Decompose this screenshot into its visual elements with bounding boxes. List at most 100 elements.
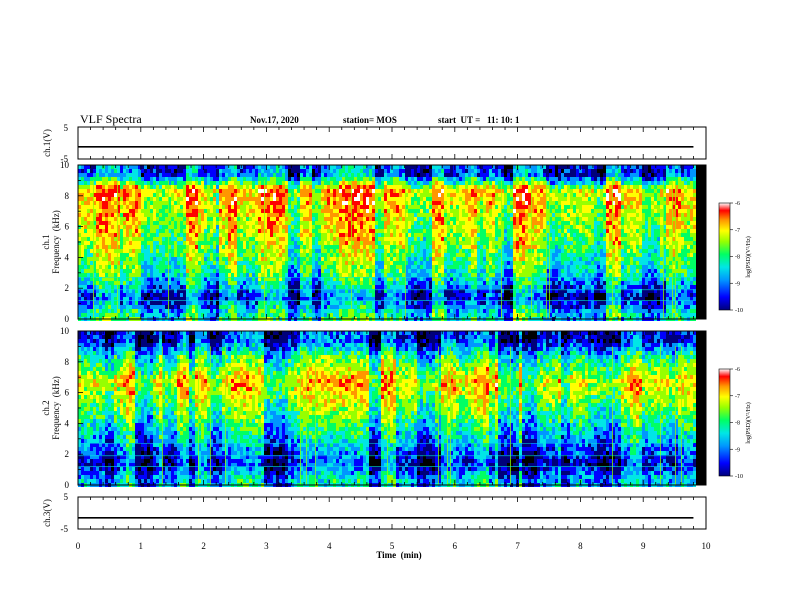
spectrogram-cell xyxy=(138,213,141,217)
spectrogram-cell xyxy=(405,241,408,245)
spectrogram-cell xyxy=(207,209,210,213)
spectrogram-cell xyxy=(222,177,225,181)
spectrogram-cell xyxy=(315,201,318,205)
spectrogram-cell xyxy=(318,249,321,253)
spectrogram-cell xyxy=(231,169,234,173)
spectrogram-cell xyxy=(348,261,351,265)
spectrogram-cell xyxy=(324,209,327,213)
spectrogram-cell xyxy=(219,253,222,257)
spectrogram-cell xyxy=(399,221,402,225)
spectrogram-cell xyxy=(93,253,96,257)
spectrogram-cell xyxy=(276,181,279,185)
spectrogram-cell xyxy=(324,297,327,301)
spectrogram-cell xyxy=(222,221,225,225)
spectrogram-cell xyxy=(264,201,267,205)
spectrogram-cell xyxy=(423,277,426,281)
spectrogram-cell xyxy=(204,201,207,205)
spectrogram-cell xyxy=(333,249,336,253)
spectrogram-cell xyxy=(345,273,348,277)
spectrogram-cell xyxy=(399,277,402,281)
spectrogram-cell xyxy=(189,289,192,293)
spectrogram-cell xyxy=(411,241,414,245)
spectrogram-cell xyxy=(111,185,114,189)
spectrogram-cell xyxy=(378,241,381,245)
spectrogram-cell xyxy=(435,209,438,213)
spectrogram-cell xyxy=(411,221,414,225)
spectrogram-cell xyxy=(261,185,264,189)
spectrogram-cell xyxy=(333,253,336,257)
spectrogram-cell xyxy=(213,193,216,197)
spectrogram-cell xyxy=(147,169,150,173)
spectrogram-cell xyxy=(156,233,159,237)
spectrogram-cell xyxy=(144,293,147,297)
spectrogram-cell xyxy=(402,285,405,289)
spectrogram-cell xyxy=(366,253,369,257)
spectrogram-cell xyxy=(207,217,210,221)
spectrogram-cell xyxy=(243,309,246,313)
spectrogram-cell xyxy=(363,201,366,205)
spectrogram-cell xyxy=(264,257,267,261)
spectrogram-cell xyxy=(216,261,219,265)
spectrogram-cell xyxy=(270,297,273,301)
spectrogram-cell xyxy=(108,281,111,285)
spectrogram-cell xyxy=(315,313,318,317)
spectrogram-cell xyxy=(315,233,318,237)
spectrogram-cell xyxy=(240,241,243,245)
spectrogram-cell xyxy=(153,193,156,197)
spectrogram-cell xyxy=(189,217,192,221)
spectrogram-cell xyxy=(375,177,378,181)
spectrogram-cell xyxy=(237,245,240,249)
spectrogram-cell xyxy=(432,301,435,305)
spectrogram-cell xyxy=(186,285,189,289)
spectrogram-cell xyxy=(129,253,132,257)
spectrogram-cell xyxy=(357,305,360,309)
spectrogram-cell xyxy=(243,173,246,177)
spectrogram-cell xyxy=(219,265,222,269)
spectrogram-cell xyxy=(93,197,96,201)
spectrogram-cell xyxy=(132,165,135,169)
spectrogram-cell xyxy=(447,249,450,253)
figure-title: VLF Spectra xyxy=(80,112,142,126)
spectrogram-cell xyxy=(333,237,336,241)
spectrogram-cell xyxy=(168,281,171,285)
spectrogram-cell xyxy=(270,249,273,253)
spectrogram-cell xyxy=(99,233,102,237)
spectrogram-cell xyxy=(291,301,294,305)
spectrogram-cell xyxy=(399,169,402,173)
spectrogram-cell xyxy=(240,265,243,269)
spectrogram-cell xyxy=(297,165,300,169)
spectrogram-cell xyxy=(111,197,114,201)
spectrogram-cell xyxy=(90,213,93,217)
spectrogram-cell xyxy=(180,245,183,249)
spectrogram-cell xyxy=(93,277,96,281)
spectrogram-cell xyxy=(210,309,213,313)
spectrogram-cell xyxy=(348,181,351,185)
spectrogram-cell xyxy=(219,209,222,213)
spectrogram-cell xyxy=(168,245,171,249)
spectrogram-cell xyxy=(189,189,192,193)
spectrogram-cell xyxy=(87,293,90,297)
spectrogram-cell xyxy=(228,249,231,253)
spectrogram-cell xyxy=(150,185,153,189)
spectrogram-cell xyxy=(123,169,126,173)
spectrogram-cell xyxy=(387,189,390,193)
spectrogram-cell xyxy=(396,213,399,217)
spectrogram-cell xyxy=(303,281,306,285)
spectrogram-cell xyxy=(405,193,408,197)
spectrogram-cell xyxy=(414,197,417,201)
spectrogram-cell xyxy=(126,297,129,301)
spectrogram-cell xyxy=(120,245,123,249)
spectrogram-cell xyxy=(402,281,405,285)
spectrogram-cell xyxy=(189,201,192,205)
spectrogram-cell xyxy=(261,233,264,237)
spectrogram-cell xyxy=(369,177,372,181)
spectrogram-cell xyxy=(450,189,453,193)
spectrogram-cell xyxy=(333,185,336,189)
spectrogram-cell xyxy=(387,177,390,181)
spectrogram-cell xyxy=(384,205,387,209)
spectrogram-cell xyxy=(354,217,357,221)
spectrogram-cell xyxy=(141,193,144,197)
spectrogram-cell xyxy=(378,249,381,253)
spectrogram-cell xyxy=(369,273,372,277)
spectrogram-cell xyxy=(81,213,84,217)
